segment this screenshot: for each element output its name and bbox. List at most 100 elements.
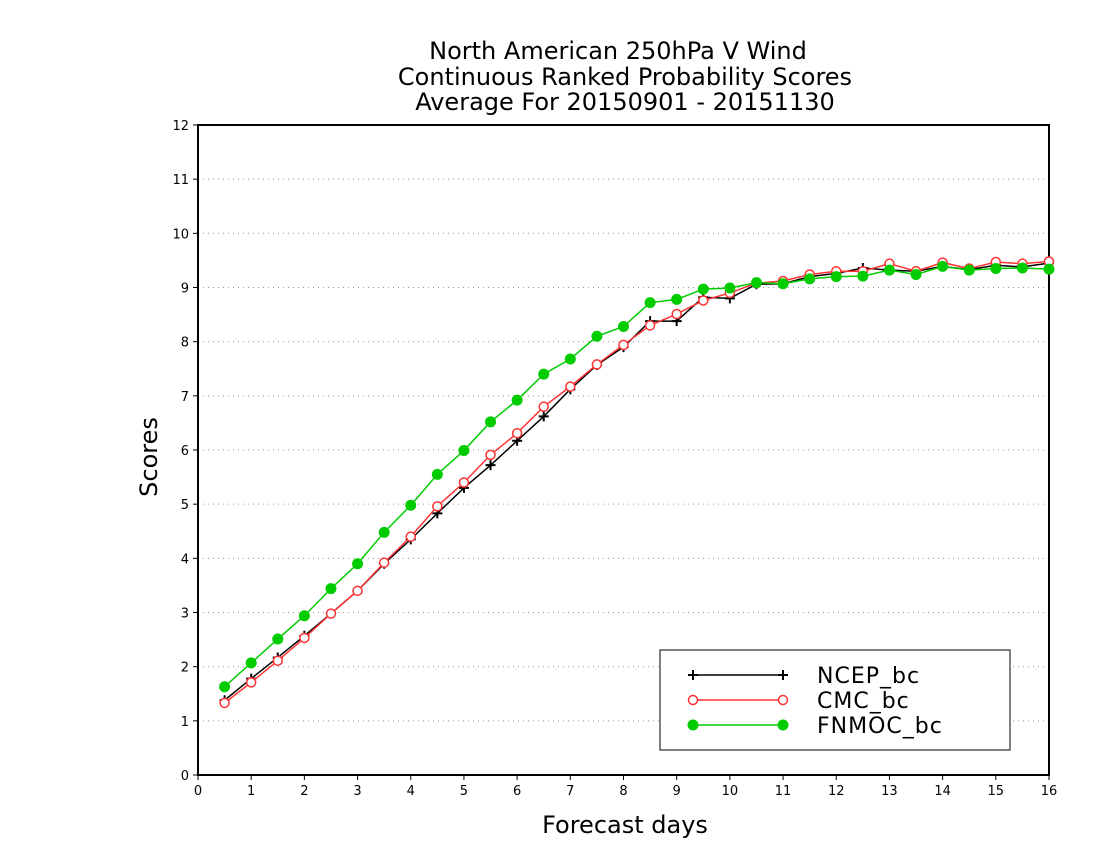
data-point-cmc-bc	[698, 295, 709, 306]
data-point-cmc-bc	[299, 632, 310, 644]
x-axis-label: Forecast days	[542, 811, 708, 839]
y-tick-label: 1	[181, 715, 189, 730]
data-point-fnmoc-bc	[272, 633, 284, 645]
data-point-fnmoc-bc	[963, 264, 975, 276]
legend-label-fnmoc-bc: FNMOC_bc	[817, 714, 943, 739]
data-point-fnmoc-bc	[298, 610, 310, 622]
x-tick-label: 9	[673, 784, 681, 799]
data-point-fnmoc-bc	[618, 321, 629, 332]
data-point-fnmoc-bc	[485, 416, 497, 428]
plot-area	[219, 256, 1055, 709]
data-point-fnmoc-bc	[538, 368, 550, 380]
data-point-ncep-bc	[538, 411, 549, 422]
y-tick-label: 0	[181, 769, 189, 784]
x-tick-label: 14	[934, 784, 951, 799]
data-point-fnmoc-bc	[697, 283, 709, 295]
data-point-cmc-bc	[644, 320, 656, 331]
data-point-fnmoc-bc	[378, 526, 390, 538]
x-tick-label: 4	[407, 784, 415, 799]
y-tick-label: 10	[172, 227, 189, 242]
data-point-fnmoc-bc	[511, 394, 523, 406]
data-point-cmc-bc	[432, 501, 443, 512]
data-point-fnmoc-bc	[724, 282, 736, 294]
x-tick-label: 5	[460, 784, 468, 799]
x-tick-label: 12	[828, 784, 845, 799]
data-point-fnmoc-bc	[431, 468, 443, 480]
data-point-fnmoc-bc	[804, 273, 816, 285]
series-line-fnmoc-bc	[224, 265, 1050, 688]
x-tick-label: 0	[194, 784, 202, 799]
data-point-fnmoc-bc	[990, 263, 1002, 275]
legend-item-fnmoc-bc: FNMOC_bc	[687, 714, 943, 739]
data-point-cmc-bc	[272, 655, 284, 666]
data-point-cmc-bc	[671, 308, 682, 320]
data-point-fnmoc-bc	[937, 260, 949, 272]
y-tick-label: 4	[181, 552, 189, 567]
data-point-fnmoc-bc	[1043, 263, 1055, 275]
legend-marker-ncep-bc	[778, 670, 788, 680]
chart-title-line-2: Continuous Ranked Probability Scores	[398, 63, 852, 91]
data-point-cmc-bc	[565, 381, 576, 392]
data-point-fnmoc-bc	[671, 293, 683, 305]
data-point-fnmoc-bc	[750, 277, 762, 289]
x-tick-label: 11	[775, 784, 792, 799]
data-point-fnmoc-bc	[830, 271, 842, 283]
data-point-fnmoc-bc	[1016, 262, 1028, 274]
x-tick-label: 15	[988, 784, 1005, 799]
legend-label-cmc-bc: CMC_bc	[817, 689, 910, 714]
data-point-fnmoc-bc	[219, 681, 231, 693]
y-tick-label: 12	[172, 119, 189, 134]
data-point-ncep-bc	[485, 460, 496, 471]
legend-marker-fnmoc-bc	[687, 719, 699, 731]
data-point-fnmoc-bc	[405, 499, 417, 511]
legend-item-cmc-bc: CMC_bc	[687, 689, 910, 714]
legend-label-ncep-bc: NCEP_bc	[817, 664, 920, 689]
data-point-cmc-bc	[618, 339, 629, 351]
legend-marker-fnmoc-bc	[777, 719, 789, 731]
data-point-fnmoc-bc	[910, 269, 922, 280]
y-tick-label: 11	[172, 173, 189, 188]
data-point-cmc-bc	[538, 401, 549, 412]
y-tick-label: 3	[181, 607, 189, 622]
data-point-fnmoc-bc	[458, 445, 470, 457]
legend-marker-ncep-bc	[688, 670, 698, 680]
data-point-fnmoc-bc	[883, 264, 895, 276]
y-tick-label: 8	[181, 336, 189, 351]
data-point-cmc-bc	[591, 359, 603, 370]
gridlines	[198, 178, 1049, 722]
data-point-fnmoc-bc	[325, 583, 337, 595]
x-tick-label: 10	[722, 784, 739, 799]
series-fnmoc-bc	[219, 260, 1055, 693]
data-point-fnmoc-bc	[245, 657, 257, 669]
data-point-fnmoc-bc	[777, 278, 789, 290]
x-tick-label: 13	[881, 784, 898, 799]
legend-marker-cmc-bc	[777, 694, 789, 706]
x-tick-label: 8	[619, 784, 627, 799]
data-point-fnmoc-bc	[857, 270, 869, 282]
x-tick-label: 2	[300, 784, 308, 799]
x-tick-label: 7	[566, 784, 574, 799]
y-tick-label: 2	[181, 661, 189, 676]
y-axis-label: Scores	[135, 417, 163, 497]
data-point-cmc-bc	[352, 585, 363, 597]
data-point-fnmoc-bc	[352, 558, 364, 570]
legend-marker-cmc-bc	[687, 694, 699, 706]
chart-title: North American 250hPa V Wind Continuous …	[398, 37, 852, 116]
series-ncep-bc	[219, 258, 1054, 706]
data-point-cmc-bc	[485, 449, 496, 461]
data-point-cmc-bc	[511, 427, 523, 439]
data-point-cmc-bc	[378, 557, 390, 568]
data-point-cmc-bc	[405, 531, 416, 542]
chart-title-line-3: Average For 20150901 - 20151130	[415, 88, 835, 116]
series-line-ncep-bc	[224, 262, 1050, 701]
data-point-fnmoc-bc	[644, 297, 656, 309]
data-point-cmc-bc	[245, 677, 257, 688]
data-point-fnmoc-bc	[591, 330, 603, 342]
x-tick-label: 1	[247, 784, 255, 799]
data-point-cmc-bc	[325, 608, 337, 619]
data-point-fnmoc-bc	[564, 353, 576, 365]
x-tick-label: 6	[513, 784, 521, 799]
